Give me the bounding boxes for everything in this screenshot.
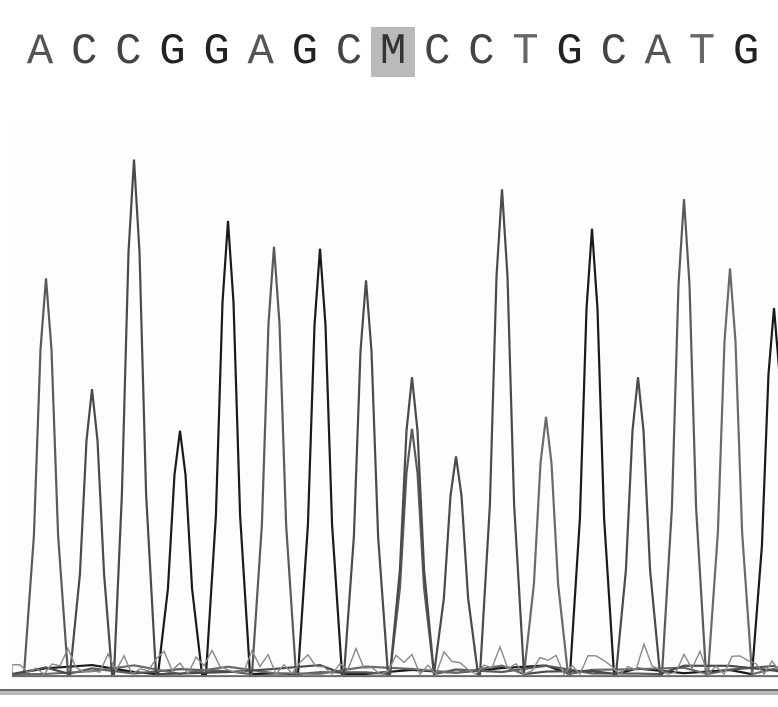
- base-call-5: A: [239, 27, 283, 77]
- base-call-2: C: [106, 27, 150, 77]
- trace-A: [12, 199, 778, 674]
- base-call-15: T: [680, 27, 724, 77]
- base-call-12: G: [548, 27, 592, 77]
- base-call-6: G: [283, 27, 327, 77]
- base-call-16: G: [724, 27, 768, 77]
- base-call-3: G: [150, 27, 194, 77]
- base-call-9: C: [415, 27, 459, 77]
- base-call-8: M: [371, 27, 415, 77]
- chromatogram-baseline-light: [0, 691, 778, 695]
- trace-C: [12, 160, 778, 675]
- sequence-text-row: ACCGGAGCMCCTGCATG: [18, 22, 768, 82]
- base-call-10: C: [459, 27, 503, 77]
- base-call-7: C: [327, 27, 371, 77]
- base-call-1: C: [62, 27, 106, 77]
- chromatogram-svg: [12, 120, 778, 689]
- base-call-0: A: [18, 27, 62, 77]
- base-call-11: T: [503, 27, 547, 77]
- base-call-14: A: [636, 27, 680, 77]
- base-call-4: G: [195, 27, 239, 77]
- base-call-13: C: [592, 27, 636, 77]
- chromatogram-region: [12, 120, 778, 689]
